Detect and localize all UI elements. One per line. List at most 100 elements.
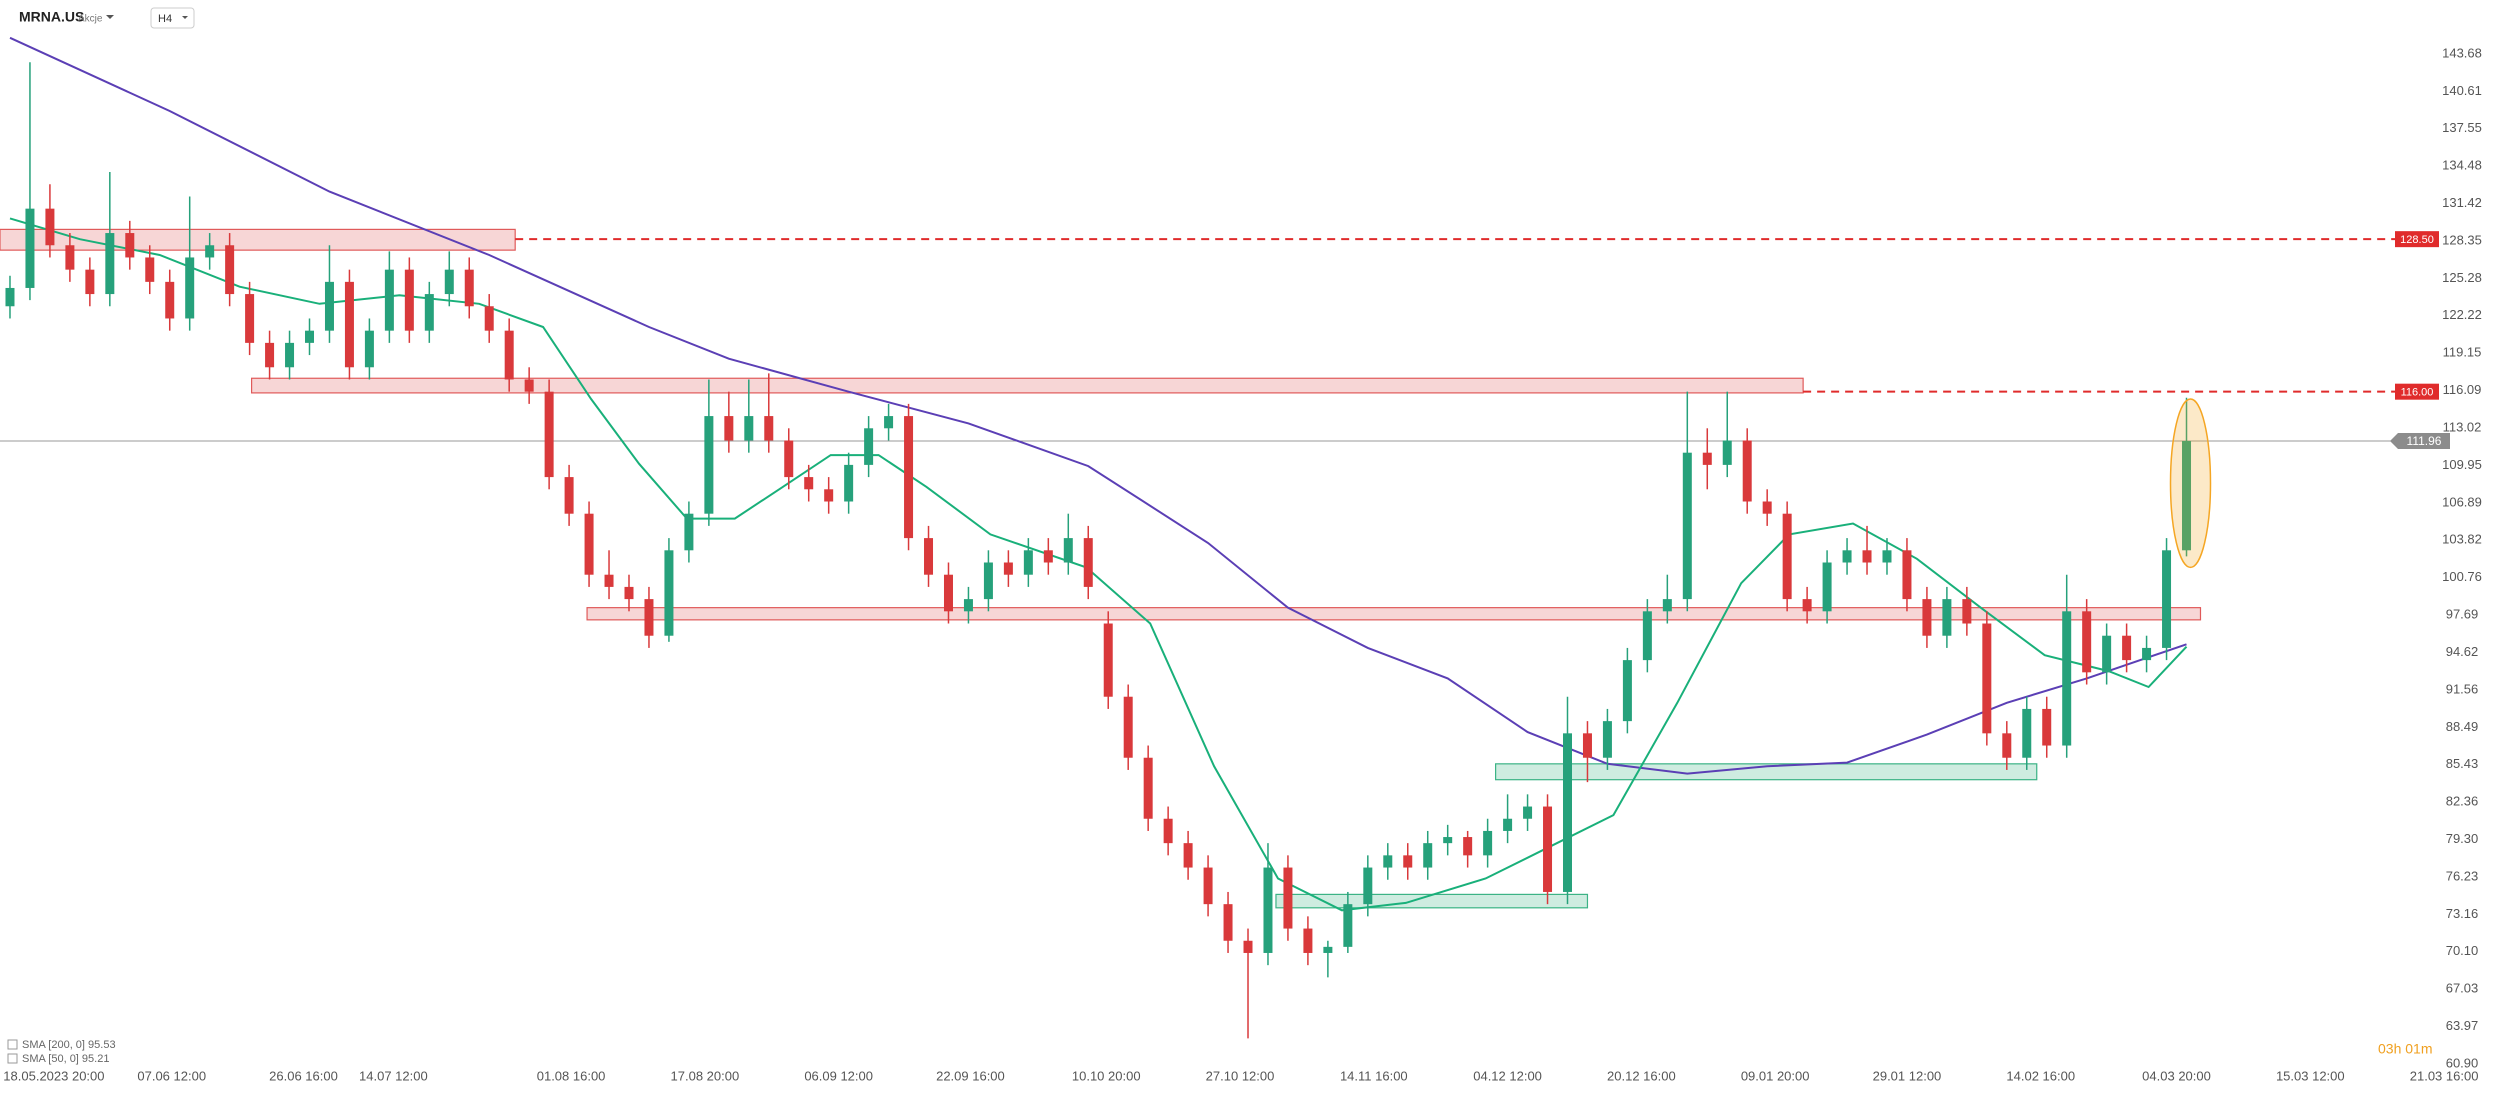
candle-body xyxy=(2082,611,2092,673)
candle-body xyxy=(1762,501,1772,514)
candle-body xyxy=(1722,440,1732,465)
candle-body xyxy=(664,550,674,636)
candle-body xyxy=(1263,867,1273,953)
candle-body xyxy=(864,428,874,465)
candle-body xyxy=(1642,611,1652,661)
zone xyxy=(250,377,1804,394)
legend-entry: SMA [200, 0] 95.53 xyxy=(22,1039,116,1051)
symbol: MRNA.US xyxy=(19,9,84,25)
candle-body xyxy=(1962,599,1972,624)
y-tick-label: 134.48 xyxy=(2442,158,2482,173)
candle-body xyxy=(1862,550,1872,563)
candle-body xyxy=(265,342,275,368)
timeframe-box[interactable] xyxy=(150,7,195,29)
candle-body xyxy=(564,477,574,514)
y-tick-label: 125.28 xyxy=(2442,270,2482,285)
candle-body xyxy=(2022,708,2032,758)
timeframe-dropdown xyxy=(182,16,188,19)
candle-body xyxy=(165,281,175,319)
candle-body xyxy=(364,330,374,368)
y-tick-label: 103.82 xyxy=(2442,532,2482,547)
level-label: 128.50 xyxy=(2400,234,2434,246)
candle-body xyxy=(744,416,754,441)
y-tick-label: 122.22 xyxy=(2442,307,2482,322)
candle-body xyxy=(1802,599,1812,612)
y-tick-label: 94.62 xyxy=(2446,644,2479,659)
candle-body xyxy=(1243,940,1253,953)
candle-body xyxy=(1123,696,1133,758)
candle-body xyxy=(544,391,554,478)
candle-body xyxy=(1103,623,1113,697)
y-tick-label: 116.09 xyxy=(2443,382,2482,397)
y-tick-label: 106.89 xyxy=(2442,494,2482,509)
x-tick-label: 20.12 16:00 xyxy=(1607,1068,1676,1083)
candle-body xyxy=(644,599,654,636)
candle-body xyxy=(1882,550,1892,563)
candle-body xyxy=(1483,830,1493,856)
candle-body xyxy=(1662,599,1672,612)
candle-body xyxy=(904,416,914,539)
zone xyxy=(586,607,2202,621)
candle-body xyxy=(245,294,255,343)
candle-body xyxy=(1443,837,1453,844)
x-tick-label: 04.03 20:00 xyxy=(2142,1068,2211,1083)
candle-body xyxy=(1562,733,1572,892)
candle-body xyxy=(1822,562,1832,612)
y-tick-label: 100.76 xyxy=(2442,569,2482,584)
y-tick-label: 143.68 xyxy=(2442,45,2482,60)
candle-body xyxy=(684,513,694,551)
candle-body xyxy=(344,281,354,368)
symbol-dropdown[interactable] xyxy=(106,15,114,19)
y-tick-label: 109.95 xyxy=(2442,457,2482,472)
y-tick-label: 140.61 xyxy=(2442,83,2482,98)
y-tick-label: 85.43 xyxy=(2446,756,2479,771)
candle-body xyxy=(624,586,634,600)
level-label: 116.00 xyxy=(2401,387,2434,399)
candle-body xyxy=(1043,550,1053,563)
candle-body xyxy=(884,416,894,429)
y-tick-label: 82.36 xyxy=(2446,794,2479,809)
sma-line xyxy=(9,217,2188,912)
countdown: 03h 01m xyxy=(2378,1041,2432,1057)
candle-body xyxy=(1782,513,1792,600)
x-tick-label: 26.06 16:00 xyxy=(269,1068,338,1083)
y-tick-label: 119.15 xyxy=(2443,345,2482,360)
candle-body xyxy=(1003,562,1013,575)
zone xyxy=(1495,763,2038,781)
candle-body xyxy=(2062,611,2072,746)
candle-body xyxy=(1582,733,1592,758)
y-tick-label: 60.90 xyxy=(2446,1055,2479,1070)
candle-body xyxy=(1143,757,1153,819)
y-tick-label: 91.56 xyxy=(2446,681,2479,696)
candle-body xyxy=(1183,843,1193,868)
candle-body xyxy=(844,464,854,502)
candle-body xyxy=(404,269,414,331)
candle-body xyxy=(145,257,155,282)
candle-body xyxy=(2162,550,2172,648)
candle-body xyxy=(1163,818,1173,844)
level-label-bg xyxy=(2395,231,2439,248)
legend-entry: SMA [50, 0] 95.21 xyxy=(22,1053,109,1065)
x-tick-label: 21.03 16:00 xyxy=(2410,1068,2479,1083)
candle-body xyxy=(205,245,215,258)
candle-body xyxy=(1203,867,1213,905)
candle-body xyxy=(983,562,993,600)
y-tick-label: 113.02 xyxy=(2443,419,2482,434)
candle-body xyxy=(1303,928,1313,953)
candle-body xyxy=(524,379,534,392)
candle-body xyxy=(604,574,614,587)
candle-body xyxy=(1363,867,1373,905)
y-tick-label: 73.16 xyxy=(2446,906,2479,921)
y-tick-label: 63.97 xyxy=(2446,1018,2479,1033)
candle-body xyxy=(784,440,794,478)
x-tick-label: 29.01 12:00 xyxy=(1873,1068,1942,1083)
y-tick-label: 70.10 xyxy=(2446,943,2479,958)
candle-body xyxy=(2002,733,2012,758)
candle-body xyxy=(1922,599,1932,636)
candle-body xyxy=(1023,550,1033,575)
y-tick-label: 97.69 xyxy=(2446,607,2479,622)
candle-body xyxy=(324,281,334,331)
y-tick-label: 128.35 xyxy=(2442,232,2482,247)
y-tick-label: 76.23 xyxy=(2446,868,2479,883)
